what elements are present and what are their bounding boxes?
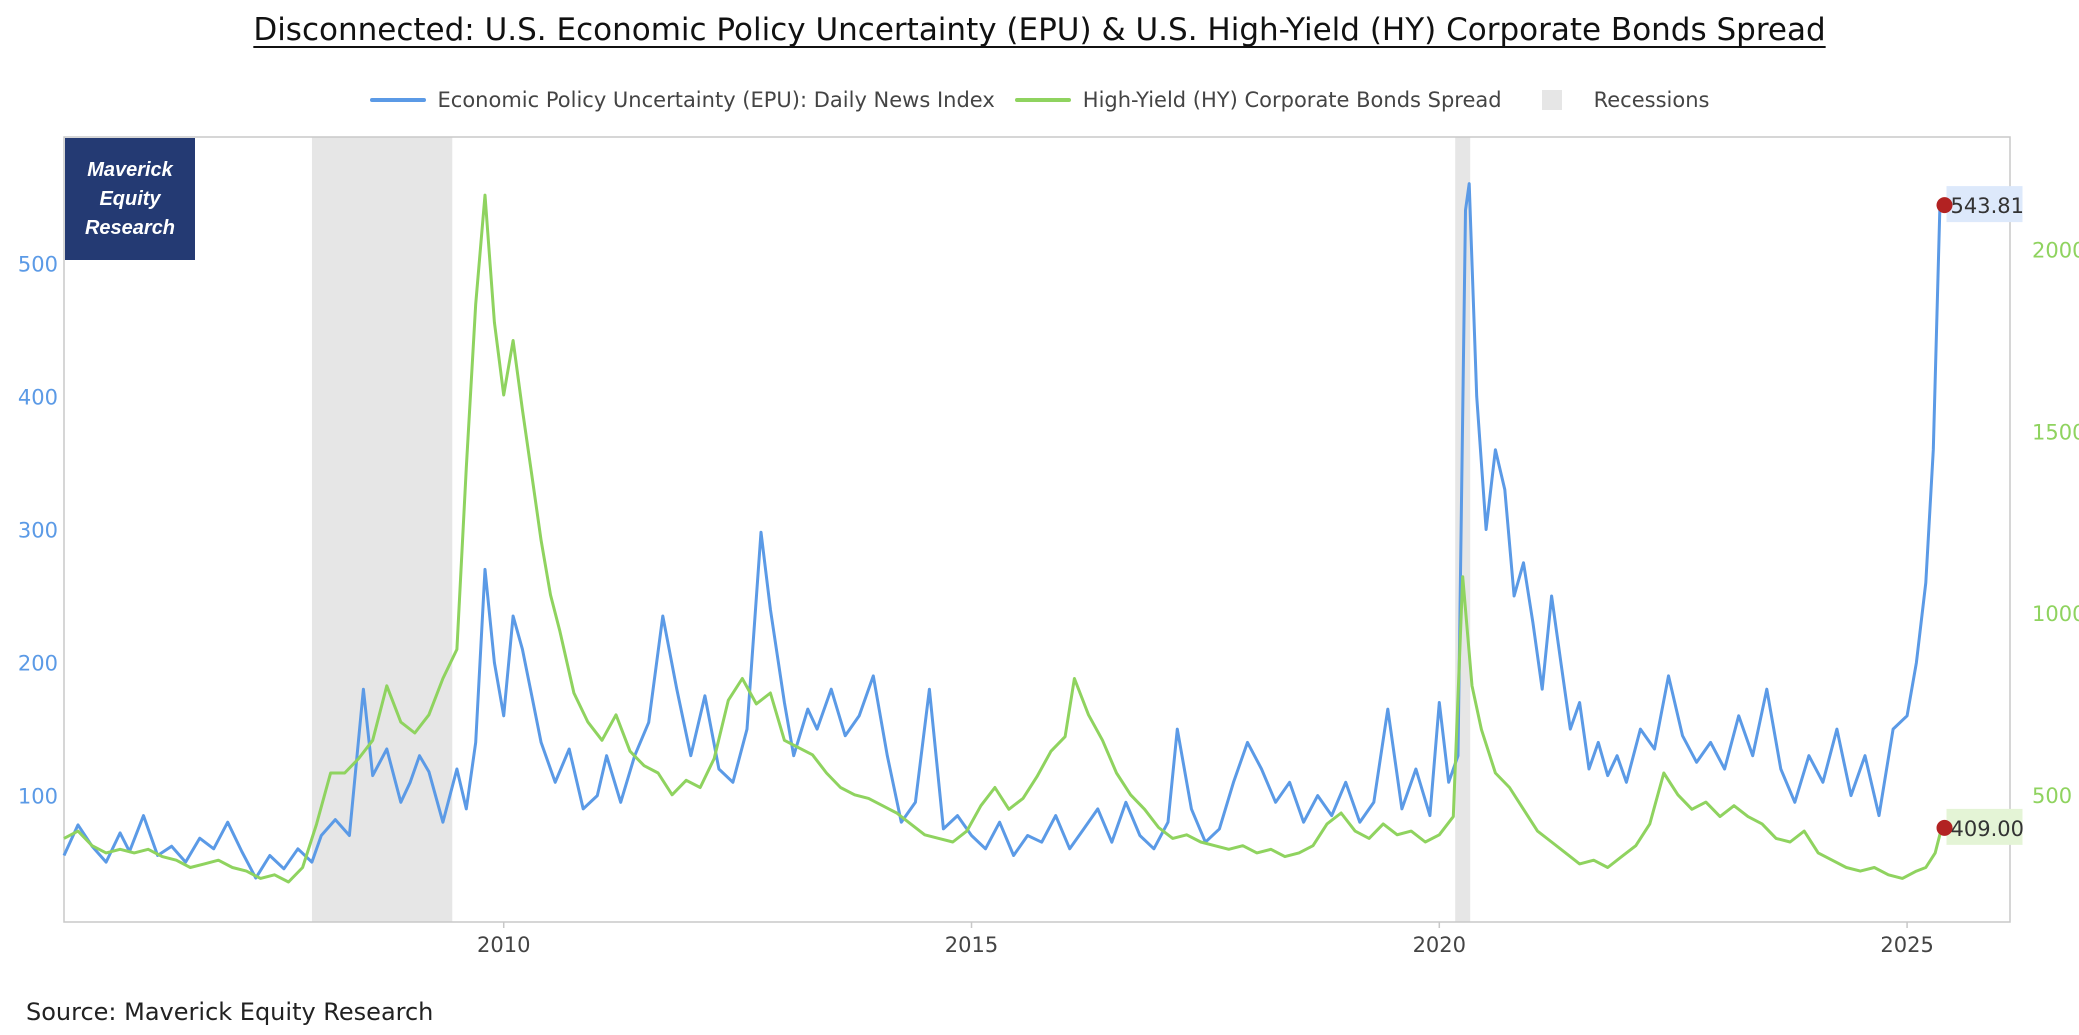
end-marker-0: [1936, 197, 1953, 214]
plot-frame: [63, 136, 2011, 923]
y-right-tick-label-1: 1000: [2032, 602, 2079, 626]
recession-band-0: [311, 137, 453, 922]
legend-item-recessions[interactable]: Recessions: [1522, 88, 1710, 112]
source-note: Source: Maverick Equity Research: [26, 998, 434, 1026]
legend-label-hy: High-Yield (HY) Corporate Bonds Spread: [1082, 88, 1502, 112]
end-marker-1: [1936, 819, 1953, 836]
watermark-logo: Maverick Equity Research: [65, 138, 195, 260]
x-tick-label-2: 2020: [1413, 933, 1466, 957]
y-left-tick-label-1: 200: [18, 652, 58, 676]
legend-item-epu[interactable]: Economic Policy Uncertainty (EPU): Daily…: [369, 88, 995, 112]
legend-label-recessions: Recessions: [1593, 88, 1710, 112]
series-line-0: [62, 182, 1946, 880]
end-label-1: 409.00: [1951, 817, 2024, 841]
x-tick-label-0: 2010: [477, 933, 530, 957]
end-label-0: 543.81: [1951, 194, 2024, 218]
recession-band-1: [1455, 137, 1471, 922]
y-left-tick-label-0: 100: [18, 785, 58, 809]
y-left-tick-label-4: 500: [18, 252, 58, 276]
series-line-1: [63, 193, 1946, 884]
end-label-bg-0: [1946, 186, 2023, 223]
end-label-bg-1: [1946, 808, 2023, 845]
watermark-text: Maverick Equity Research: [84, 158, 176, 239]
y-left-tick-label-3: 400: [18, 385, 58, 409]
y-right-tick-label-3: 2000: [2032, 239, 2079, 263]
legend-swatch-epu: [369, 98, 426, 102]
legend-label-epu: Economic Policy Uncertainty (EPU): Daily…: [437, 88, 995, 112]
legend-item-hy[interactable]: High-Yield (HY) Corporate Bonds Spread: [1014, 88, 1502, 112]
legend-swatch-hy: [1014, 98, 1071, 102]
chart-title: Disconnected: U.S. Economic Policy Uncer…: [253, 12, 1826, 48]
y-left-tick-label-2: 300: [18, 519, 58, 543]
y-right-tick-label-0: 500: [2032, 784, 2072, 808]
legend: Economic Policy Uncertainty (EPU): Daily…: [0, 88, 2079, 112]
x-tick-label-3: 2025: [1880, 933, 1933, 957]
y-right-tick-label-2: 1500: [2032, 420, 2079, 444]
x-tick-label-1: 2015: [945, 933, 998, 957]
legend-swatch-recessions: [1541, 90, 1562, 110]
